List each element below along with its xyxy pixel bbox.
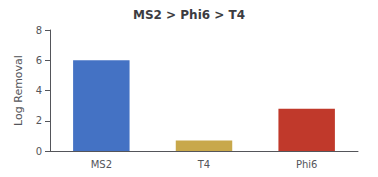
svg-text:4: 4 (36, 85, 42, 96)
svg-text:MS2 > Phi6 > T4: MS2 > Phi6 > T4 (133, 8, 245, 22)
svg-text:MS2: MS2 (91, 159, 112, 170)
svg-text:0: 0 (36, 146, 42, 157)
svg-text:8: 8 (36, 25, 42, 36)
svg-text:6: 6 (36, 55, 42, 66)
svg-text:T4: T4 (197, 159, 210, 170)
svg-text:2: 2 (36, 115, 42, 126)
svg-text:Log Removal: Log Removal (12, 55, 25, 126)
svg-text:Phi6: Phi6 (296, 159, 318, 170)
